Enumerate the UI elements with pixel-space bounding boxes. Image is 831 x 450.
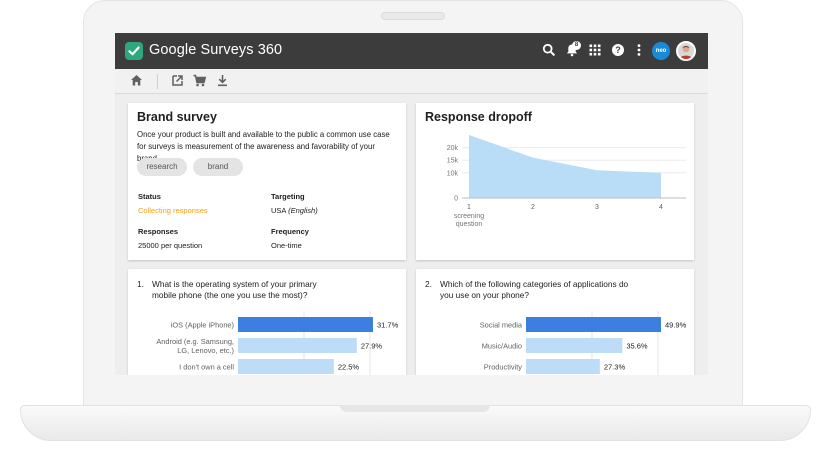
toolbar [115, 69, 708, 94]
question-1-bar-value-label: 27.9% [361, 342, 383, 351]
targeting-language: (English) [288, 206, 318, 215]
question-1-category-label: iOS (Apple iPhone) [171, 321, 234, 330]
question-2-text-line2: you use on your phone? [440, 290, 530, 300]
cart-icon[interactable] [192, 73, 207, 88]
dropoff-x-sublabel: question [456, 221, 483, 228]
response-dropoff-card: Response dropoff 20k 15k 10k 0 1 2 3 4 screening… [416, 103, 694, 260]
notification-count-badge: 8 [572, 41, 581, 50]
question-1-text-line1: What is the operating system of your pri… [152, 279, 317, 289]
question-2-text: Which of the following categories of app… [440, 279, 628, 301]
question-2-bar-value-label: 49.9% [665, 321, 687, 330]
question-1-text-line2: mobile phone (the one you use the most)? [152, 290, 308, 300]
search-icon[interactable] [542, 43, 558, 59]
question-2-bar-chart: 49.9% Social media 35.6% Music/Audio 27.3% Pr… [480, 311, 687, 375]
account-switcher[interactable]: neo [652, 42, 670, 60]
question-1-bar-value-label: 22.5% [338, 363, 360, 372]
dropoff-y-tick-label: 10k [447, 170, 459, 177]
toolbar-divider [157, 74, 158, 89]
tag-chip-brand[interactable]: brand [193, 158, 243, 176]
dropoff-y-tick-label: 20k [447, 145, 459, 152]
question-1-bar [238, 317, 373, 332]
responses-label: Responses [138, 227, 179, 236]
home-icon[interactable] [129, 73, 144, 88]
frequency-value: One-time [271, 241, 302, 250]
question-1-category-label: Android (e.g. Samsung, [156, 337, 234, 346]
question-2-text-line1: Which of the following categories of app… [440, 279, 629, 289]
more-vert-icon[interactable] [632, 43, 648, 59]
dropoff-x-tick-label: 1 [467, 204, 471, 211]
dropoff-x-tick-label: 3 [595, 204, 599, 211]
question-2-number: 2. [425, 279, 432, 289]
targeting-value: USA (English) [271, 206, 318, 215]
question-2-category-label: Music/Audio [482, 342, 522, 351]
survey-title: Brand survey [137, 110, 217, 124]
app-bar: Google Surveys 360 8 ? neo [115, 33, 708, 69]
avatar[interactable] [676, 41, 696, 61]
dropoff-area [469, 135, 661, 198]
dropoff-y-tick-label: 15k [447, 158, 459, 165]
question-1-bar-value-label: 31.7% [377, 321, 399, 330]
help-icon[interactable]: ? [611, 43, 627, 59]
question-2-bar-value-label: 27.3% [604, 363, 626, 372]
targeting-label: Targeting [271, 192, 305, 201]
question-2-bar [526, 317, 661, 332]
screen: Google Surveys 360 8 ? neo [115, 33, 708, 375]
laptop-base-notch [340, 405, 490, 412]
question-1-bar-chart: 31.7% iOS (Apple iPhone) 27.9% Android (e.g… [156, 311, 399, 375]
dropoff-x-tick-label: 4 [659, 204, 663, 211]
tag-chip-research[interactable]: research [137, 158, 187, 176]
question-2-card: 2. Which of the following categories of … [416, 269, 694, 375]
question-1-category-label: I don't own a cell [179, 363, 234, 372]
responses-value: 25000 per question [138, 241, 203, 250]
question-2-bar [526, 338, 623, 353]
dropoff-y-tick-label: 0 [454, 196, 458, 203]
status-value: Collecting responses [138, 206, 208, 215]
download-icon[interactable] [215, 73, 230, 88]
question-1-bar [238, 338, 357, 353]
surveys-logo-icon [125, 42, 143, 60]
open-in-new-icon[interactable] [170, 73, 185, 88]
question-2-category-label: Social media [480, 321, 523, 330]
dropoff-title: Response dropoff [425, 110, 532, 124]
question-2-bar-value-label: 35.6% [626, 342, 648, 351]
status-label: Status [138, 192, 161, 201]
question-1-card: 1. What is the operating system of your … [128, 269, 406, 375]
svg-text:?: ? [615, 45, 621, 55]
targeting-country: USA [271, 206, 287, 215]
survey-summary-card: Brand survey Once your product is built … [128, 103, 406, 260]
question-1-number: 1. [137, 279, 144, 289]
question-1-bar [238, 359, 334, 374]
question-1-category-label: LG, Lenovo, etc.) [177, 346, 234, 355]
question-2-bar [526, 359, 600, 374]
app-title: Google Surveys 360 [149, 42, 283, 58]
dropoff-x-sublabel: screening [454, 213, 484, 220]
apps-grid-icon[interactable] [588, 43, 604, 59]
laptop-camera-notch [381, 12, 445, 20]
frequency-label: Frequency [271, 227, 309, 236]
dropoff-x-tick-label: 2 [531, 204, 535, 211]
question-2-category-label: Productivity [484, 363, 523, 372]
question-1-text: What is the operating system of your pri… [152, 279, 317, 301]
